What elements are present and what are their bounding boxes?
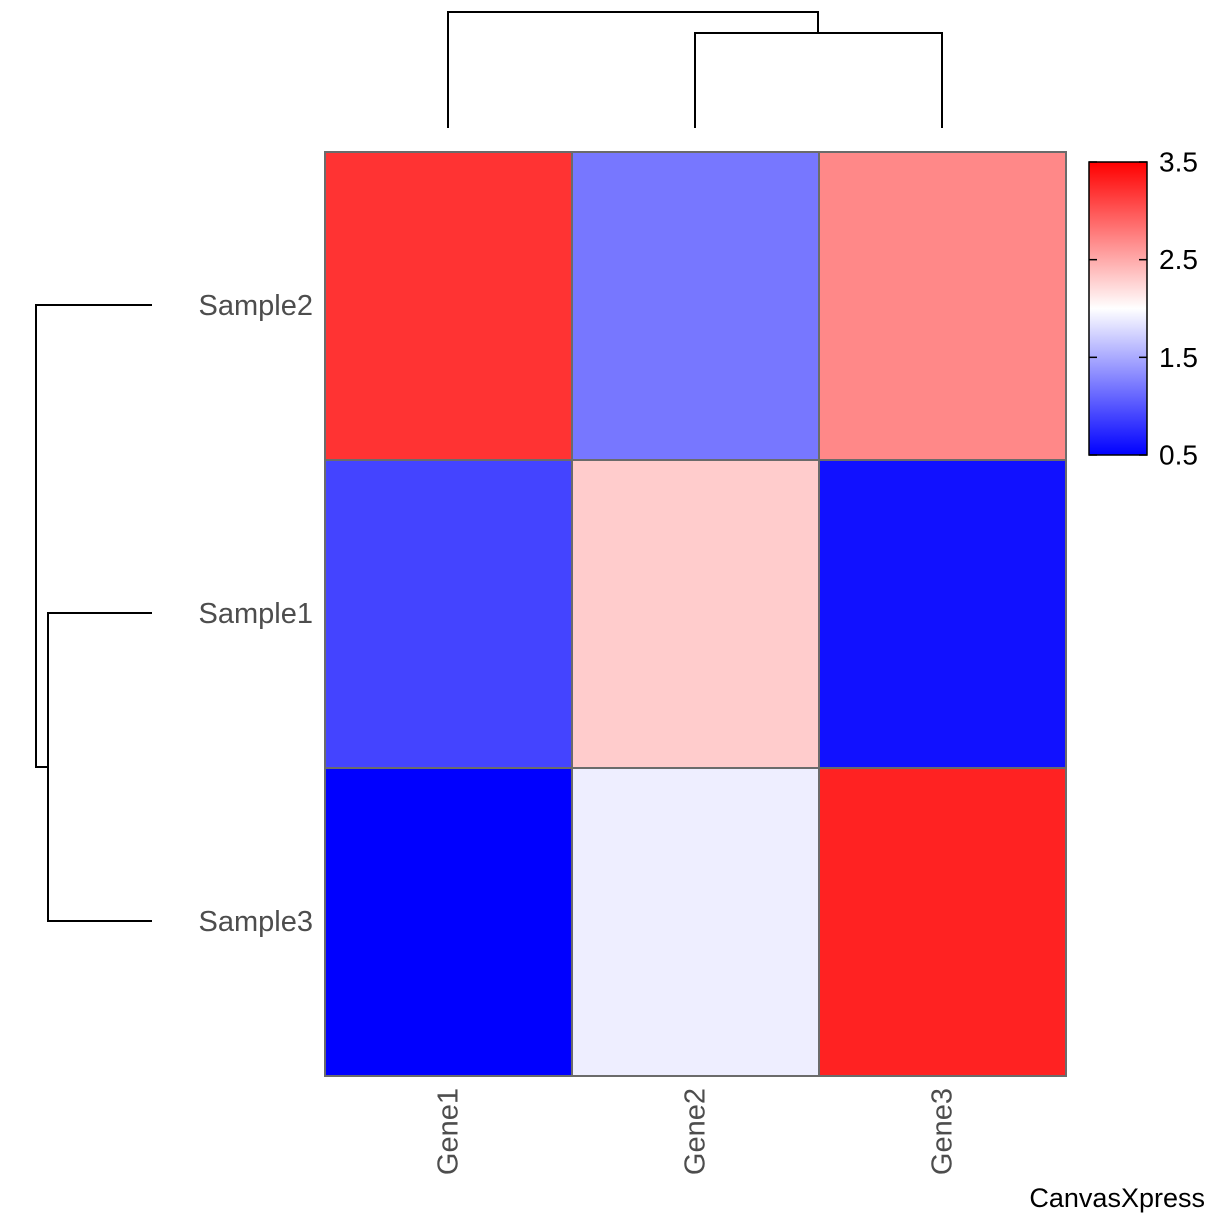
row-dendrogram — [35, 304, 152, 922]
column-label: Gene2 — [680, 1088, 712, 1175]
column-label: Gene3 — [927, 1088, 959, 1175]
heatmap-cell-sample3-gene1 — [324, 767, 573, 1077]
heatmap-cell-sample1-gene1 — [324, 459, 573, 769]
column-labels: Gene1 Gene2 Gene3 — [433, 1088, 959, 1175]
legend-tick-label: 3.5 — [1159, 147, 1198, 178]
legend-tick-label: 1.5 — [1159, 342, 1198, 373]
column-label: Gene1 — [433, 1088, 465, 1175]
color-legend-bar — [1088, 161, 1148, 456]
color-legend-ticks: 3.5 2.5 1.5 0.5 — [1089, 147, 1198, 471]
color-legend: 3.5 2.5 1.5 0.5 — [1088, 147, 1198, 471]
heatmap-cell-sample2-gene2 — [571, 151, 820, 461]
column-dendrogram-outer-branch — [447, 11, 819, 128]
legend-tick-label: 2.5 — [1159, 244, 1198, 275]
row-label: Sample3 — [199, 906, 313, 938]
row-label: Sample2 — [199, 290, 313, 322]
heatmap-cell-sample2-gene1 — [324, 151, 573, 461]
brand-watermark: CanvasXpress — [1029, 1183, 1205, 1213]
row-label: Sample1 — [199, 598, 313, 630]
row-dendrogram-inner-branch — [47, 612, 152, 922]
legend-tick-label: 0.5 — [1159, 440, 1198, 471]
heatmap-cell-sample1-gene3 — [818, 459, 1067, 769]
column-dendrogram — [447, 11, 943, 128]
heatmap-cell-sample3-gene2 — [571, 767, 820, 1077]
column-dendrogram-inner-branch — [694, 32, 943, 128]
heatmap-cell-sample1-gene2 — [571, 459, 820, 769]
heatmap-cells — [324, 151, 1067, 1077]
row-dendrogram-outer-branch — [35, 304, 152, 768]
heatmap-cell-sample2-gene3 — [818, 151, 1067, 461]
row-labels: Sample2 Sample1 Sample3 — [199, 290, 313, 938]
heatmap-cell-sample3-gene3 — [818, 767, 1067, 1077]
